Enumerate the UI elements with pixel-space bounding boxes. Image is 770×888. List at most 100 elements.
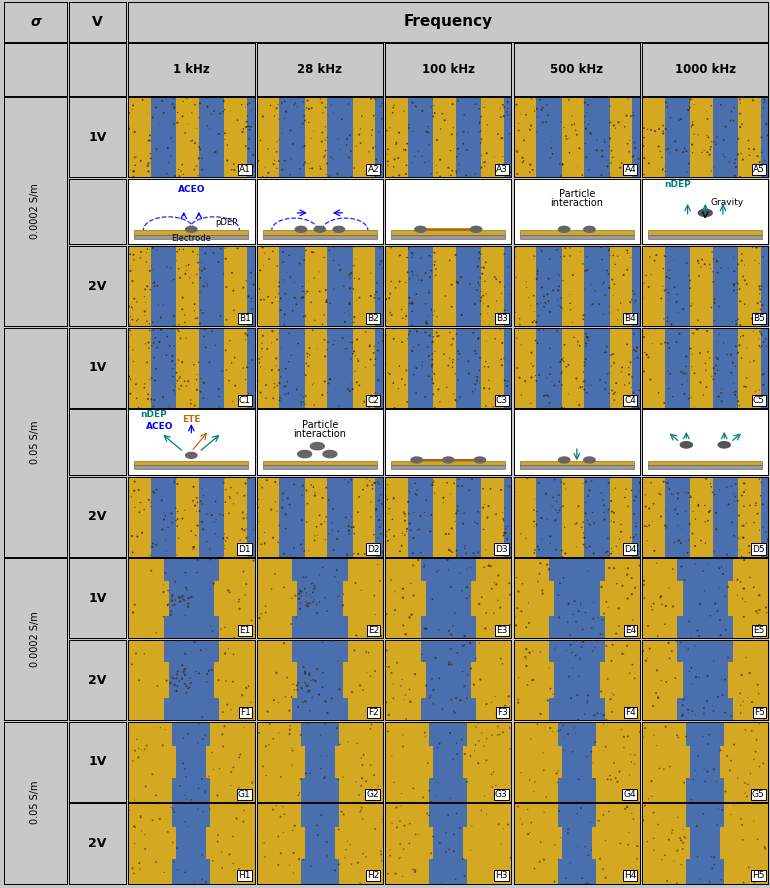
Point	[368, 768, 380, 782]
Point	[564, 303, 577, 317]
Point	[143, 317, 156, 331]
Point	[628, 108, 640, 123]
Point	[492, 593, 504, 607]
Point	[452, 353, 464, 367]
Point	[296, 542, 308, 556]
Point	[356, 801, 368, 815]
Point	[145, 258, 157, 273]
Point	[753, 257, 765, 271]
Point	[347, 520, 360, 535]
Point	[729, 387, 742, 401]
Point	[427, 308, 440, 322]
Point	[277, 826, 290, 840]
Point	[192, 666, 205, 680]
Point	[242, 336, 254, 350]
Point	[400, 275, 412, 289]
Point	[663, 271, 675, 285]
Point	[464, 843, 477, 857]
Point	[406, 155, 418, 170]
Point	[672, 305, 685, 320]
Point	[362, 646, 374, 660]
Point	[300, 585, 313, 599]
Point	[717, 147, 729, 162]
Point	[127, 248, 139, 262]
Point	[669, 503, 681, 517]
Point	[420, 314, 433, 329]
Point	[315, 749, 327, 763]
Bar	[642, 746, 690, 778]
Point	[755, 395, 767, 409]
Point	[604, 99, 616, 114]
Point	[147, 400, 159, 414]
Point	[704, 258, 716, 272]
Point	[710, 359, 722, 373]
Point	[537, 586, 549, 600]
Point	[246, 613, 258, 627]
Point	[678, 366, 690, 380]
Point	[730, 385, 742, 399]
Bar	[471, 662, 511, 698]
Point	[498, 100, 511, 115]
Point	[340, 843, 353, 857]
Point	[614, 296, 627, 310]
Point	[223, 585, 236, 599]
Point	[474, 636, 486, 650]
Point	[201, 667, 213, 681]
Point	[275, 97, 287, 111]
Point	[722, 650, 735, 664]
Text: E4: E4	[625, 626, 636, 635]
Point	[306, 101, 318, 115]
Point	[303, 678, 315, 692]
Point	[239, 476, 252, 490]
Point	[449, 514, 461, 528]
Point	[615, 155, 628, 170]
Point	[293, 586, 306, 600]
Point	[380, 489, 392, 503]
Bar	[690, 477, 713, 557]
Point	[628, 149, 640, 163]
Point	[507, 291, 520, 305]
Point	[574, 801, 587, 815]
Point	[280, 361, 292, 376]
Point	[661, 282, 673, 297]
Point	[680, 360, 692, 374]
Point	[598, 382, 611, 396]
Point	[366, 128, 378, 142]
Point	[325, 98, 337, 112]
Point	[427, 592, 439, 607]
Point	[301, 346, 313, 361]
Text: D1: D1	[238, 544, 251, 553]
Point	[606, 705, 618, 719]
Point	[419, 325, 431, 339]
Point	[752, 686, 765, 701]
Point	[515, 338, 527, 353]
Text: 1V: 1V	[89, 591, 107, 605]
Point	[226, 163, 238, 177]
Point	[159, 723, 172, 737]
Point	[212, 529, 224, 543]
Point	[636, 541, 648, 555]
Point	[299, 664, 311, 678]
Point	[258, 836, 270, 850]
Point	[343, 527, 356, 541]
Point	[379, 313, 391, 328]
Point	[675, 636, 687, 650]
Point	[725, 347, 738, 361]
Point	[480, 543, 492, 557]
Point	[259, 599, 272, 614]
Point	[706, 369, 718, 384]
Point	[331, 532, 343, 546]
Point	[701, 146, 714, 160]
Point	[320, 120, 332, 134]
Point	[503, 354, 515, 369]
Point	[691, 254, 704, 268]
Point	[636, 555, 648, 569]
Point	[426, 372, 438, 386]
Point	[596, 627, 608, 641]
Point	[597, 277, 609, 291]
Point	[498, 247, 511, 261]
Point	[233, 548, 246, 562]
Point	[627, 613, 639, 627]
Point	[474, 672, 487, 686]
Point	[313, 567, 326, 582]
